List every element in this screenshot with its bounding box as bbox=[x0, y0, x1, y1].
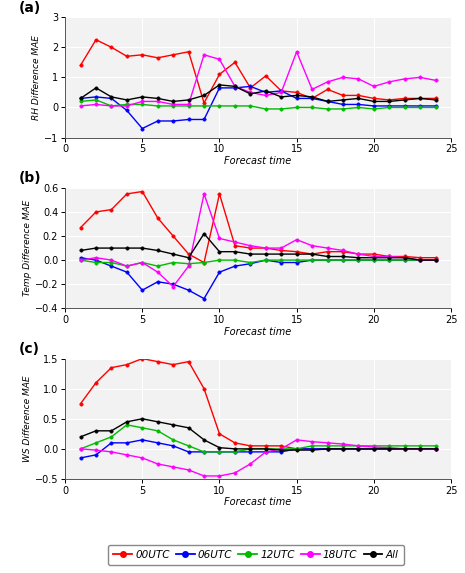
Y-axis label: WS Difference MAE: WS Difference MAE bbox=[23, 375, 32, 462]
Y-axis label: Temp Difference MAE: Temp Difference MAE bbox=[23, 200, 32, 296]
Legend: 00UTC, 06UTC, 12UTC, 18UTC, All: 00UTC, 06UTC, 12UTC, 18UTC, All bbox=[108, 544, 404, 565]
Text: (a): (a) bbox=[19, 1, 41, 15]
Text: (c): (c) bbox=[19, 342, 40, 356]
X-axis label: Forecast time: Forecast time bbox=[225, 327, 292, 336]
X-axis label: Forecast time: Forecast time bbox=[225, 156, 292, 166]
Y-axis label: RH Difference MAE: RH Difference MAE bbox=[32, 35, 41, 120]
Text: (b): (b) bbox=[19, 171, 41, 186]
X-axis label: Forecast time: Forecast time bbox=[225, 497, 292, 507]
